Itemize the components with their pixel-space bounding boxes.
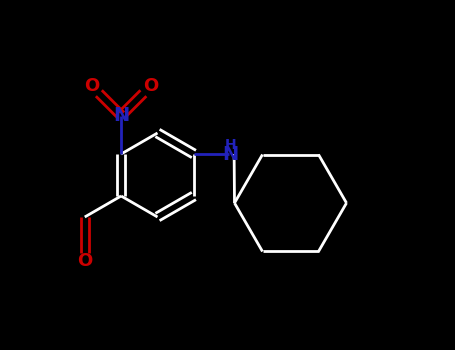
Text: O: O (77, 252, 92, 271)
Text: O: O (84, 77, 100, 95)
Text: O: O (143, 77, 158, 95)
Text: H: H (225, 138, 237, 152)
Text: N: N (222, 145, 239, 163)
Text: N: N (113, 106, 129, 125)
